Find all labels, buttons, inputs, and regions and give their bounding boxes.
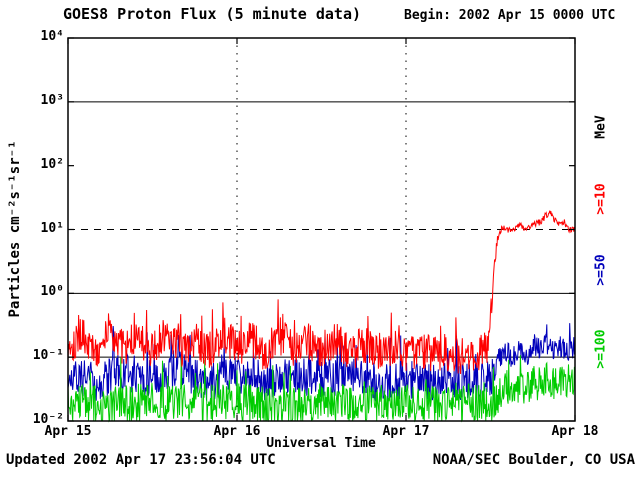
series-label-ge100: >=100 [593,329,609,369]
x-tick-label: Apr 17 [382,424,430,439]
y-tick-label: 10⁻¹ [32,348,64,364]
x-tick-label: Apr 16 [213,424,261,439]
y-tick-label: 10³ [40,92,64,108]
y-tick-label: 10⁻² [32,412,64,427]
y-tick-label: 10⁴ [40,29,64,44]
y-axis-label: Particles cm⁻²s⁻¹sr⁻¹ [7,140,23,318]
y-tick-label: 10¹ [40,220,64,236]
y-tick-label: 10² [40,156,64,172]
series-label-ge50: >=50 [593,254,609,286]
series-line-10MeV [67,210,576,375]
x-tick-label: Apr 18 [551,424,599,439]
y-tick-label: 10⁰ [40,284,64,300]
credit-text: NOAA/SEC Boulder, CO USA [432,452,635,468]
begin-timestamp: Begin: 2002 Apr 15 0000 UTC [404,8,616,23]
chart-title: GOES8 Proton Flux (5 minute data) [63,5,362,23]
right-axis-unit-label: MeV [593,115,609,139]
updated-timestamp: Updated 2002 Apr 17 23:56:04 UTC [6,452,276,468]
x-axis-label: Universal Time [266,436,376,451]
x-tick-label: Apr 15 [44,424,92,439]
series-label-ge10: >=10 [593,183,609,215]
series-line-100MeV [67,355,576,423]
